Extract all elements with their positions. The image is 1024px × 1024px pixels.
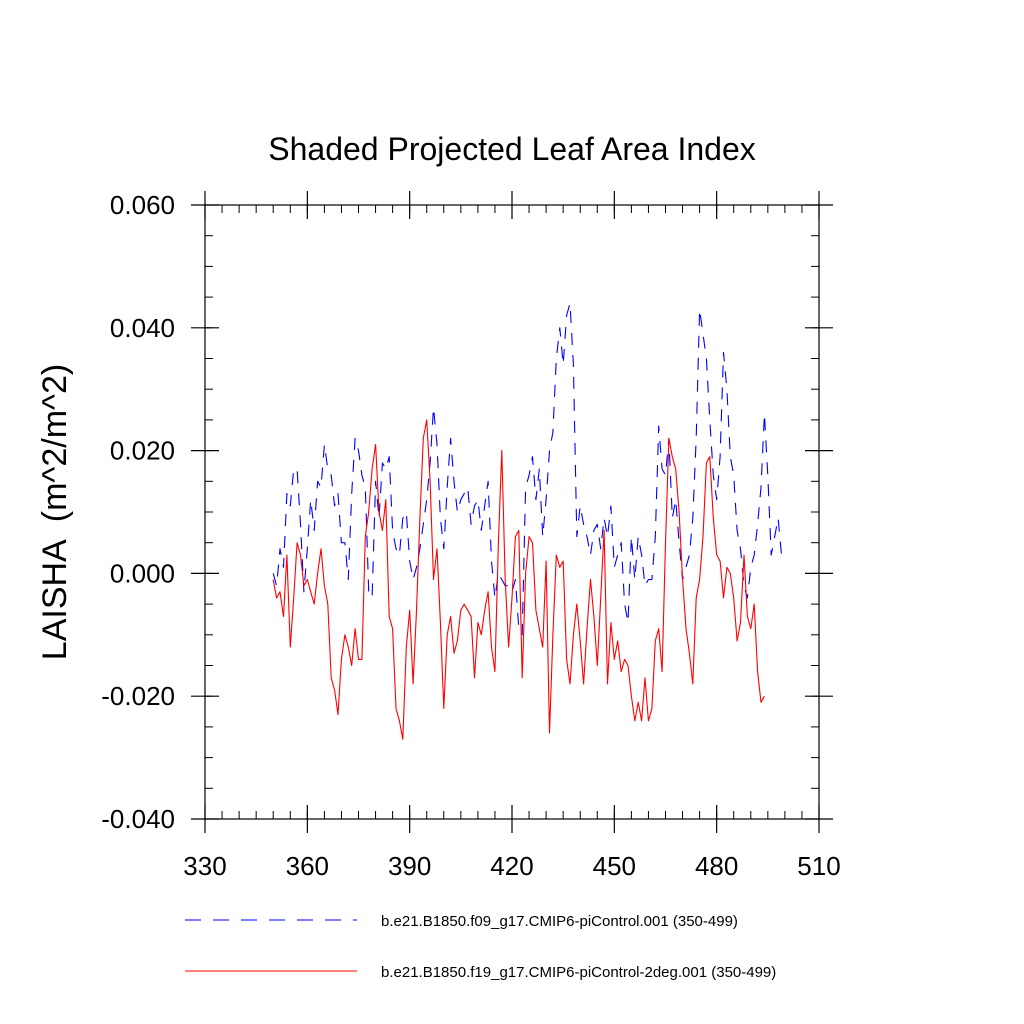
y-tick-label: 0.000 [110,558,175,588]
x-axis: 330 360 390 420 450 480 510 [183,191,841,881]
legend-label-1: b.e21.B1850.f09_g17.CMIP6-piControl.001 … [381,913,738,930]
y-tick-label: -0.020 [101,681,175,711]
legend-label-2: b.e21.B1850.f19_g17.CMIP6-piControl-2deg… [381,964,776,981]
series-lines [272,302,783,740]
x-tick-label: 390 [388,851,431,881]
x-tick-label: 480 [695,851,738,881]
x-tick-label: 420 [490,851,533,881]
plot-frame [204,204,820,820]
y-tick-label: 0.040 [110,313,175,343]
series-line-1 [272,302,783,636]
x-tick-label: 450 [593,851,636,881]
chart-title: Shaded Projected Leaf Area Index [268,131,755,167]
x-tick-label: 510 [797,851,840,881]
plot-area [204,204,820,820]
x-tick-label: 360 [286,851,329,881]
y-tick-label: -0.040 [101,804,175,834]
y-axis-label: LAISHA (m^2/m^2) [36,364,74,660]
y-tick-label: 0.020 [110,436,175,466]
x-tick-label: 330 [183,851,226,881]
legend: b.e21.B1850.f09_g17.CMIP6-piControl.001 … [185,913,776,981]
y-tick-label: 0.060 [110,190,175,220]
series-line-2 [272,419,765,740]
y-axis: -0.040 -0.020 0.000 0.020 0.040 0.060 [101,190,833,834]
